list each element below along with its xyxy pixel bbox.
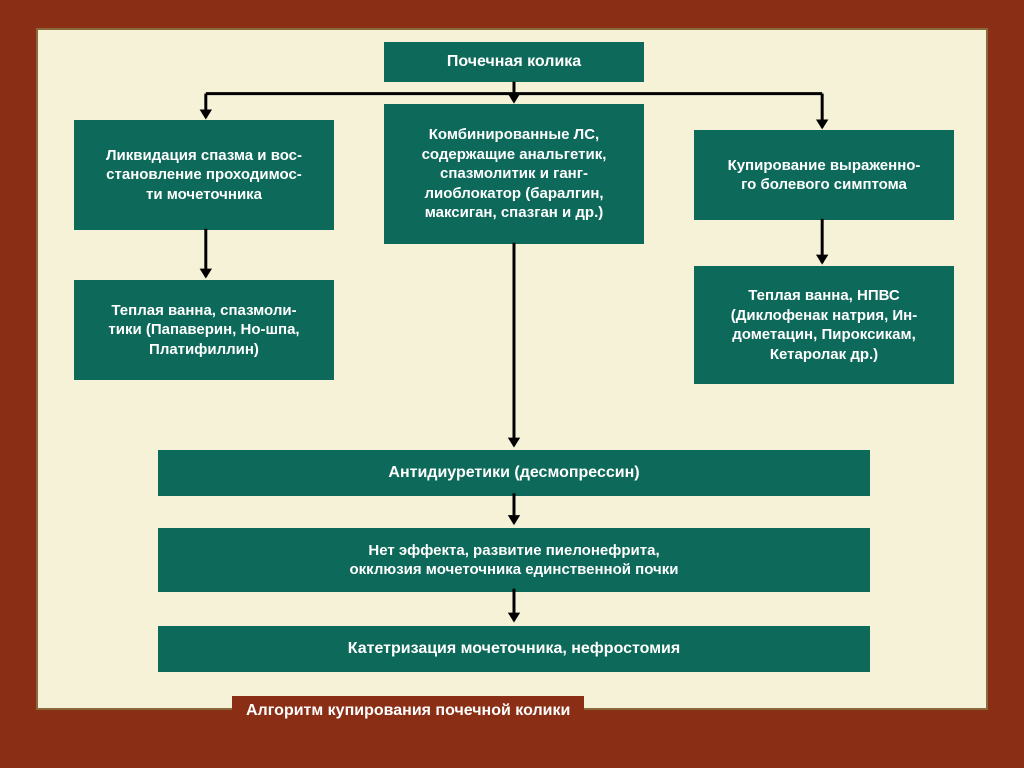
node-left2: Теплая ванна, спазмоли- тики (Папаверин,…: [74, 280, 334, 380]
node-anti: Антидиуретики (десмопрессин): [158, 450, 870, 496]
node-root-text: Почечная колика: [447, 52, 581, 73]
diagram-canvas: Почечная колика Ликвидация спазма и вос-…: [36, 28, 988, 710]
node-anti-text: Антидиуретики (десмопрессин): [388, 463, 639, 484]
outer-frame: Почечная колика Ликвидация спазма и вос-…: [0, 0, 1024, 768]
node-mid1: Комбинированные ЛС, содержащие анальгети…: [384, 104, 644, 244]
caption: Алгоритм купирования почечной колики: [232, 696, 584, 726]
node-left1: Ликвидация спазма и вос- становление про…: [74, 120, 334, 230]
node-noeff: Нет эффекта, развитие пиелонефрита, оккл…: [158, 528, 870, 592]
node-right1-text: Купирование выраженно- го болевого симпт…: [728, 156, 921, 195]
node-noeff-text: Нет эффекта, развитие пиелонефрита, оккл…: [350, 541, 679, 580]
node-right2-text: Теплая ванна, НПВС (Диклофенак натрия, И…: [731, 286, 918, 364]
node-right2: Теплая ванна, НПВС (Диклофенак натрия, И…: [694, 266, 954, 384]
node-mid1-text: Комбинированные ЛС, содержащие анальгети…: [422, 125, 607, 223]
node-left1-text: Ликвидация спазма и вос- становление про…: [106, 146, 302, 205]
node-cath: Катетризация мочеточника, нефростомия: [158, 626, 870, 672]
node-root: Почечная колика: [384, 42, 644, 82]
node-cath-text: Катетризация мочеточника, нефростомия: [348, 639, 680, 660]
node-right1: Купирование выраженно- го болевого симпт…: [694, 130, 954, 220]
caption-text: Алгоритм купирования почечной колики: [246, 702, 570, 719]
node-left2-text: Теплая ванна, спазмоли- тики (Папаверин,…: [108, 301, 299, 360]
